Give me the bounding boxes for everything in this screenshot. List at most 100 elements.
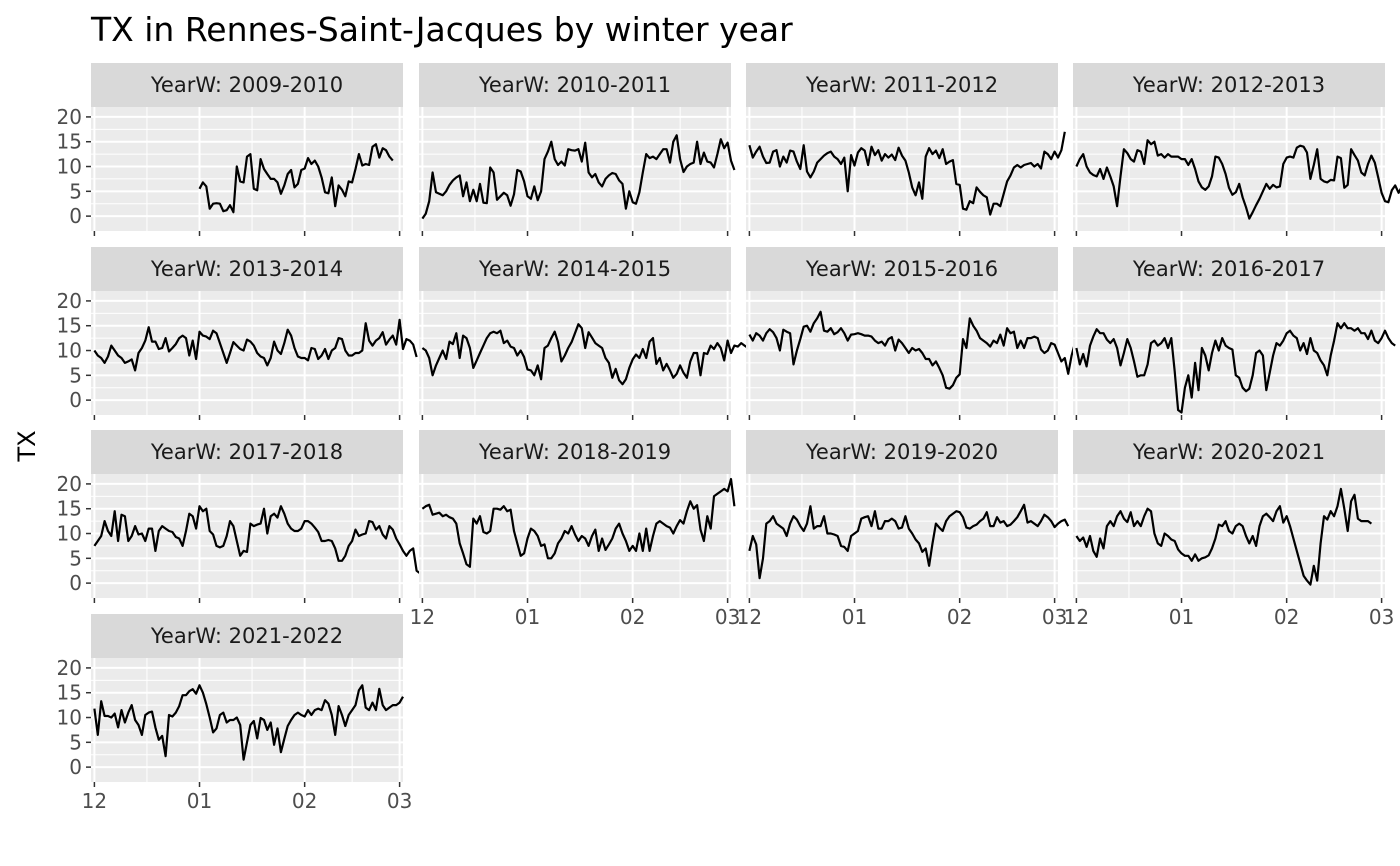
facet-strip — [419, 63, 731, 107]
panel-background — [91, 291, 403, 415]
series-line-2020-2021 — [1075, 487, 1373, 586]
y-tick-label: 0 — [69, 204, 82, 228]
facet-panel: YearW: 2010-2011 — [419, 63, 736, 236]
x-tick-label: 01 — [515, 605, 540, 629]
series-line-2019-2020 — [748, 503, 1070, 580]
y-tick-label: 5 — [69, 179, 82, 203]
facet-strip — [91, 63, 403, 107]
facet-strip-label: YearW: 2018-2019 — [478, 440, 671, 464]
facet-strip — [91, 614, 403, 658]
x-tick-label: 03 — [1042, 605, 1067, 629]
facet-strip-label: YearW: 2010-2011 — [478, 73, 671, 97]
x-tick-label: 02 — [620, 605, 645, 629]
facet-strip-label: YearW: 2014-2015 — [478, 257, 671, 281]
facet-strip-label: YearW: 2016-2017 — [1132, 257, 1325, 281]
series-line-2014-2015 — [421, 323, 773, 386]
facet-strip — [1073, 430, 1385, 474]
facet-strip-label: YearW: 2012-2013 — [1132, 73, 1325, 97]
facet-strip-label: YearW: 2017-2018 — [150, 440, 343, 464]
x-tick-label: 12 — [737, 605, 762, 629]
series-line-2013-2014 — [93, 318, 418, 372]
x-tick-label: 12 — [1064, 605, 1089, 629]
facet-strip — [419, 247, 731, 291]
panel-background — [1073, 291, 1385, 415]
y-tick-label: 0 — [69, 755, 82, 779]
panel-background — [419, 291, 731, 415]
series-line-2018-2019 — [421, 477, 736, 568]
panel-background — [746, 474, 1058, 598]
facet-strip-label: YearW: 2019-2020 — [805, 440, 998, 464]
y-tick-label: 20 — [57, 656, 82, 680]
y-tick-label: 10 — [57, 522, 82, 546]
facet-panel: YearW: 2020-2021 12 01 02 03 — [1064, 430, 1394, 629]
x-tick-label: 03 — [715, 605, 740, 629]
y-tick-label: 10 — [57, 706, 82, 730]
facet-panel: YearW: 2018-2019 12 01 02 03 — [410, 430, 740, 629]
panel-background — [91, 658, 403, 782]
panel-background — [91, 474, 403, 598]
y-tick-label: 15 — [57, 681, 82, 705]
series-line-2021-2022 — [93, 684, 404, 761]
y-tick-label: 5 — [69, 546, 82, 570]
y-tick-label: 15 — [57, 497, 82, 521]
facet-strip-label: YearW: 2011-2012 — [805, 73, 998, 97]
facet-strip — [746, 247, 1058, 291]
series-line-2017-2018 — [93, 505, 425, 584]
facet-panel: YearW: 2019-2020 12 01 02 03 — [737, 430, 1070, 629]
series-line-2015-2016 — [748, 310, 1114, 390]
y-tick-label: 15 — [57, 130, 82, 154]
series-line-2016-2017 — [1075, 322, 1396, 414]
panel-background — [419, 107, 731, 231]
y-tick-label: 5 — [69, 363, 82, 387]
facet-strip — [419, 430, 731, 474]
chart-title: TX in Rennes-Saint-Jacques by winter yea… — [90, 10, 793, 49]
facet-panel: YearW: 2011-2012 — [746, 63, 1066, 236]
y-tick-label: 10 — [57, 339, 82, 363]
series-line-2011-2012 — [748, 131, 1066, 216]
series-line-2009-2010 — [198, 143, 394, 214]
x-tick-label: 02 — [292, 789, 317, 813]
x-tick-label: 03 — [1369, 605, 1394, 629]
facet-panel: YearW: 2016-2017 — [1073, 247, 1396, 420]
panel-background — [746, 291, 1058, 415]
x-tick-label: 03 — [387, 789, 412, 813]
facet-strip — [746, 430, 1058, 474]
facet-strip-label: YearW: 2020-2021 — [1132, 440, 1325, 464]
y-tick-label: 0 — [69, 571, 82, 595]
facet-strip — [91, 430, 403, 474]
y-tick-label: 5 — [69, 730, 82, 754]
facet-strip — [1073, 63, 1385, 107]
facet-strip — [746, 63, 1058, 107]
y-tick-label: 15 — [57, 314, 82, 338]
x-tick-label: 01 — [842, 605, 867, 629]
panel-background — [91, 107, 403, 231]
y-tick-label: 0 — [69, 388, 82, 412]
facet-strip-label: YearW: 2015-2016 — [805, 257, 998, 281]
y-tick-label: 20 — [57, 105, 82, 129]
facet-panel: YearW: 2012-2013 — [1073, 63, 1400, 236]
facet-strip-label: YearW: 2013-2014 — [150, 257, 343, 281]
panel-background — [1073, 474, 1385, 598]
facet-strip-label: YearW: 2009-2010 — [150, 73, 343, 97]
panel-background — [746, 107, 1058, 231]
facet-strip-label: YearW: 2021-2022 — [150, 624, 343, 648]
panel-background — [1073, 107, 1385, 231]
facet-panel: YearW: 2015-2016 — [746, 247, 1114, 420]
y-tick-label: 20 — [57, 289, 82, 313]
y-tick-label: 10 — [57, 155, 82, 179]
series-line-2012-2013 — [1075, 139, 1400, 220]
x-tick-label: 02 — [947, 605, 972, 629]
facet-strip — [1073, 247, 1385, 291]
facet-strip — [91, 247, 403, 291]
y-tick-label: 20 — [57, 472, 82, 496]
x-tick-label: 02 — [1274, 605, 1299, 629]
x-tick-label: 12 — [410, 605, 435, 629]
x-tick-label: 12 — [82, 789, 107, 813]
series-line-2010-2011 — [421, 134, 736, 220]
